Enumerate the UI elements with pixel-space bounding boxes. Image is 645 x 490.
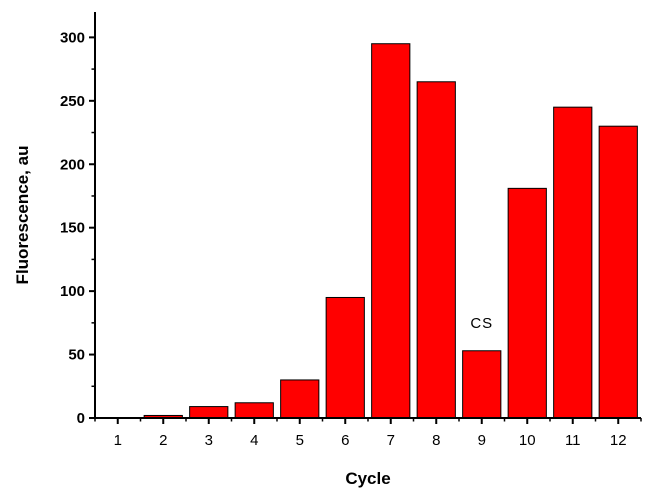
x-tick-label: 10 [519, 432, 536, 449]
x-tick-label: 9 [478, 432, 486, 449]
bar-cycle-4 [234, 402, 274, 419]
bar-cycle-10 [507, 187, 547, 419]
bars-group [143, 43, 638, 419]
x-tick-label: 8 [432, 432, 440, 449]
bar-cycle-8 [416, 81, 456, 419]
x-tick-label: 5 [296, 432, 304, 449]
y-axis-title: Fluorescence, au [13, 146, 32, 285]
bar-cycle-6 [325, 296, 365, 419]
y-tick-label: 200 [60, 156, 85, 173]
annotation-label: CS [470, 315, 493, 332]
x-ticks-group: 1 2 3 4 5 6 7 8 9 10 11 12 [94, 418, 642, 449]
x-axis-title: Cycle [345, 469, 390, 488]
bar-cycle-7 [371, 43, 411, 419]
bar-cycle-3 [189, 406, 229, 419]
bar-cycle-12 [598, 125, 638, 419]
y-tick-label: 300 [60, 29, 85, 46]
bar-cycle-11 [553, 106, 593, 419]
x-tick-label: 2 [159, 432, 167, 449]
x-tick-label: 11 [565, 432, 581, 449]
x-tick-label: 12 [610, 432, 627, 449]
y-tick-label: 100 [60, 283, 85, 300]
x-tick-label: 6 [341, 432, 349, 449]
x-tick-label: 4 [250, 432, 258, 449]
bar-cycle-5 [280, 379, 320, 419]
x-tick-label: 1 [114, 432, 122, 449]
bar-cycle-9 [462, 350, 502, 419]
x-tick-label: 3 [205, 432, 213, 449]
y-tick-label: 150 [60, 220, 85, 237]
y-tick-label: 250 [60, 93, 85, 110]
y-ticks-group: 0 50 100 150 200 250 300 [60, 29, 95, 427]
y-tick-label: 50 [68, 347, 85, 364]
annotations-group: CS [470, 315, 493, 332]
x-tick-label: 7 [387, 432, 395, 449]
y-tick-label: 0 [77, 410, 85, 427]
